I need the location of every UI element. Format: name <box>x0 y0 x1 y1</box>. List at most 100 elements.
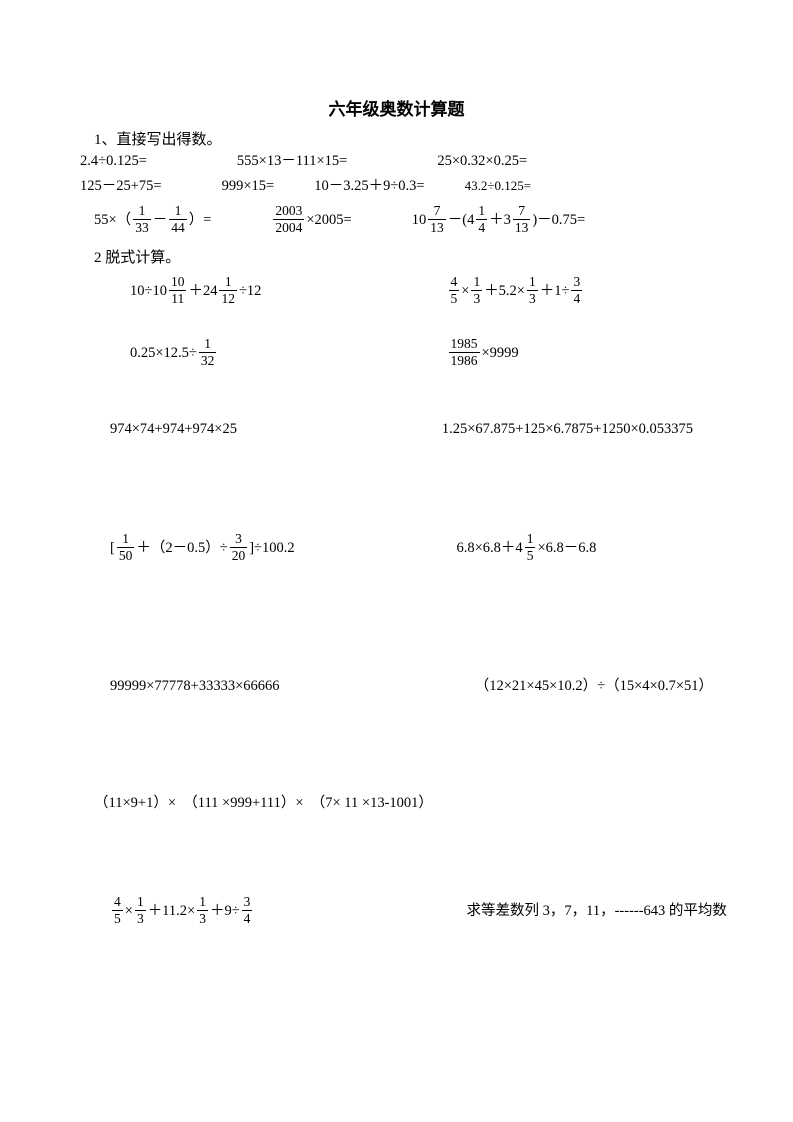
denominator: 11 <box>169 290 186 306</box>
s2-r4-b: 6.8×6.8＋4 1 5 ×6.8－6.8 <box>427 533 774 563</box>
s2-row2: 0.25×12.5÷ 1 32 1985 1986 ×9999 <box>80 333 713 373</box>
numerator: 1 <box>173 204 184 219</box>
text: × <box>125 903 133 920</box>
text: ×2005= <box>306 212 351 229</box>
denominator: 4 <box>571 290 582 306</box>
denominator: 13 <box>428 219 446 235</box>
numerator: 1985 <box>449 337 480 352</box>
text: [ <box>110 540 115 557</box>
numerator: 1 <box>223 275 234 290</box>
numerator: 4 <box>112 895 123 910</box>
s1-row2: 125－25+75= 999×15= 10－3.25＋9÷0.3= 43.2÷0… <box>80 178 713 195</box>
numerator: 1 <box>471 275 482 290</box>
numerator: 3 <box>571 275 582 290</box>
s2-r1-b: 4 5 × 1 3 ＋5.2× 1 3 ＋1÷ 3 4 <box>447 276 764 306</box>
text: ×9999 <box>482 345 519 362</box>
fraction: 1 44 <box>169 204 187 234</box>
denominator: 4 <box>242 910 253 926</box>
denominator: 5 <box>112 910 123 926</box>
s1-r2-a: 125－25+75= <box>80 178 162 195</box>
text: × <box>461 283 469 300</box>
numerator: 4 <box>449 275 460 290</box>
text: ＋5.2× <box>484 283 525 300</box>
fraction: 1 12 <box>219 275 237 305</box>
denominator: 3 <box>135 910 146 926</box>
s2-row4: [ 1 50 ＋（2－0.5）÷ 3 20 ]÷100.2 6.8×6.8＋4 … <box>80 528 713 568</box>
text: ）= <box>189 212 212 229</box>
denominator: 2004 <box>273 219 304 235</box>
s2-r4-a: [ 1 50 ＋（2－0.5）÷ 3 20 ]÷100.2 <box>80 533 427 563</box>
numerator: 1 <box>120 532 131 547</box>
s2-r2-b: 1985 1986 ×9999 <box>447 338 764 368</box>
s2-row3: 974×74+974+974×25 1.25×67.875+125×6.7875… <box>80 421 713 438</box>
numerator: 3 <box>242 895 253 910</box>
numerator: 1 <box>476 204 487 219</box>
fraction: 1 3 <box>471 275 482 305</box>
numerator: 1 <box>202 337 213 352</box>
denominator: 5 <box>525 547 536 563</box>
s2-r6-a: （11×9+1）× （111 ×999+111）× （7× 11 ×13-100… <box>80 795 433 812</box>
numerator: 1 <box>137 204 148 219</box>
page-title: 六年级奥数计算题 <box>80 95 713 120</box>
text: 10 <box>412 212 427 229</box>
s2-r3-b: 1.25×67.875+125×6.7875+1250×0.053375 <box>442 421 713 438</box>
fraction: 1 3 <box>197 895 208 925</box>
section1-heading: 1、直接写出得数。 <box>80 128 713 149</box>
denominator: 4 <box>476 219 487 235</box>
numerator: 7 <box>516 204 527 219</box>
text: ＋24 <box>188 283 217 300</box>
text: ×6.8－6.8 <box>537 540 596 557</box>
s1-r3-a: 55×（ 1 33 － 1 44 ）= <box>80 205 211 235</box>
s2-row7: 4 5 × 1 3 ＋11.2× 1 3 ＋9÷ 3 4 求等差数列 3，7，1… <box>80 891 713 931</box>
denominator: 12 <box>219 290 237 306</box>
fraction: 1 33 <box>133 204 151 234</box>
s2-row6: （11×9+1）× （111 ×999+111）× （7× 11 ×13-100… <box>80 795 713 812</box>
numerator: 2003 <box>273 204 304 219</box>
s1-row3: 55×（ 1 33 － 1 44 ）= 2003 2004 ×2005= 10 … <box>80 200 713 240</box>
denominator: 3 <box>471 290 482 306</box>
s1-r1-a: 2.4÷0.125= <box>80 153 147 170</box>
denominator: 33 <box>133 219 151 235</box>
text: 55×（ <box>94 212 131 229</box>
s2-row1: 10÷10 10 11 ＋24 1 12 ÷12 4 5 × 1 3 ＋5.2× <box>80 271 713 311</box>
numerator: 3 <box>233 532 244 547</box>
numerator: 1 <box>525 532 536 547</box>
denominator: 32 <box>199 352 217 368</box>
denominator: 3 <box>197 910 208 926</box>
section2-heading: 2 脱式计算。 <box>80 246 713 267</box>
text: 10÷10 <box>130 283 167 300</box>
s2-r7-b: 求等差数列 3，7，11，------643 的平均数 <box>427 903 784 920</box>
text: －(4 <box>448 212 475 229</box>
numerator: 1 <box>197 895 208 910</box>
fraction: 7 13 <box>513 204 531 234</box>
s1-r1-c: 25×0.32×0.25= <box>437 153 527 170</box>
fraction: 3 4 <box>571 275 582 305</box>
s2-row5: 99999×77778+33333×66666 （12×21×45×10.2）÷… <box>80 678 713 695</box>
numerator: 10 <box>169 275 187 290</box>
denominator: 5 <box>449 290 460 306</box>
fraction: 4 5 <box>449 275 460 305</box>
fraction: 1 3 <box>527 275 538 305</box>
text: )－0.75= <box>532 212 585 229</box>
fraction: 3 20 <box>230 532 248 562</box>
denominator: 13 <box>513 219 531 235</box>
s2-r5-a: 99999×77778+33333×66666 <box>80 678 280 695</box>
fraction: 1985 1986 <box>449 337 480 367</box>
s2-r2-a: 0.25×12.5÷ 1 32 <box>80 338 447 368</box>
s1-r2-c: 10－3.25＋9÷0.3= <box>314 178 424 195</box>
text: ÷12 <box>239 283 261 300</box>
fraction: 3 4 <box>242 895 253 925</box>
s1-r3-b: 2003 2004 ×2005= <box>271 205 351 235</box>
worksheet-page: 六年级奥数计算题 1、直接写出得数。 2.4÷0.125= 555×13－111… <box>0 0 793 1122</box>
s2-r7-a: 4 5 × 1 3 ＋11.2× 1 3 ＋9÷ 3 4 <box>80 896 427 926</box>
text: 0.25×12.5÷ <box>130 345 197 362</box>
fraction: 1 3 <box>135 895 146 925</box>
s1-r2-d: 43.2÷0.125= <box>465 179 531 194</box>
s2-r5-b: （12×21×45×10.2）÷（15×4×0.7×51） <box>475 678 713 695</box>
text: － <box>153 212 168 229</box>
denominator: 44 <box>169 219 187 235</box>
fraction: 1 5 <box>525 532 536 562</box>
text: ＋（2－0.5）÷ <box>136 540 227 557</box>
s1-r3-c: 10 7 13 －(4 1 4 ＋3 7 13 )－0.75= <box>412 205 585 235</box>
fraction: 2003 2004 <box>273 204 304 234</box>
